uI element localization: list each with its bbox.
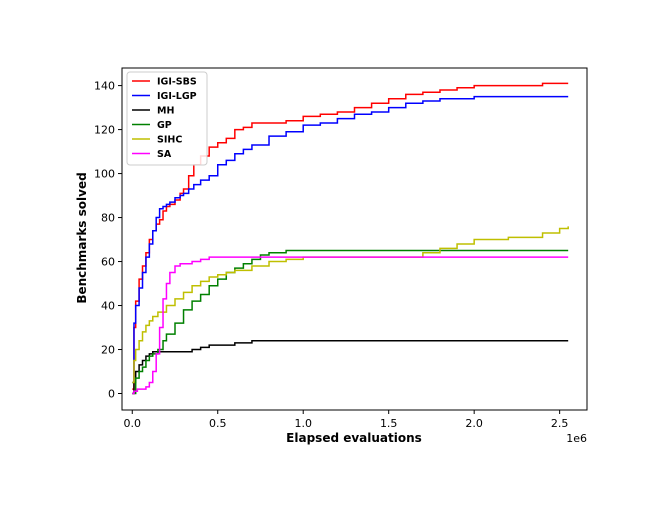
legend-label: IGI-SBS <box>157 77 197 88</box>
legend-label: MH <box>157 106 174 117</box>
x-tick-label: 2.5 <box>551 417 569 430</box>
series-line-igi-lgp <box>132 95 569 384</box>
y-tick-label: 100 <box>94 168 115 181</box>
series-layer <box>132 82 569 395</box>
series-line-sihc <box>132 226 569 384</box>
x-tick-label: 2.0 <box>465 417 483 430</box>
y-tick-label: 80 <box>101 212 115 225</box>
legend-label: SIHC <box>157 135 182 146</box>
legend: IGI-SBS IGI-LGP MH GP SIHC SA <box>126 71 208 166</box>
series-line-sa <box>132 256 569 395</box>
labels-layer: Elapsed evaluations Benchmarks solved 1e… <box>75 172 587 445</box>
x-tick-label: 0.0 <box>124 417 142 430</box>
x-axis-title: Elapsed evaluations <box>286 431 422 445</box>
plot-frame <box>121 67 588 411</box>
legend-label: GP <box>157 120 172 131</box>
series-line-gp <box>132 249 569 395</box>
y-tick-label: 60 <box>101 256 115 269</box>
x-tick-label: 1.0 <box>294 417 312 430</box>
legend-label: SA <box>157 149 172 160</box>
x-axis-offset-label: 1e6 <box>566 432 587 445</box>
y-tick-label: 140 <box>94 80 115 93</box>
x-tick-label: 1.5 <box>380 417 398 430</box>
series-line-mh <box>132 339 569 395</box>
x-tick-label: 0.5 <box>209 417 227 430</box>
axes-layer: 0.0 0.5 1.0 1.5 2.0 2.5 0 20 40 60 80 100 120 140 <box>94 67 588 430</box>
y-tick-label: 20 <box>101 344 115 357</box>
y-tick-label: 0 <box>108 388 115 401</box>
y-tick-label: 40 <box>101 300 115 313</box>
y-axis-title: Benchmarks solved <box>75 172 89 303</box>
y-tick-label: 120 <box>94 124 115 137</box>
legend-label: IGI-LGP <box>157 91 197 102</box>
